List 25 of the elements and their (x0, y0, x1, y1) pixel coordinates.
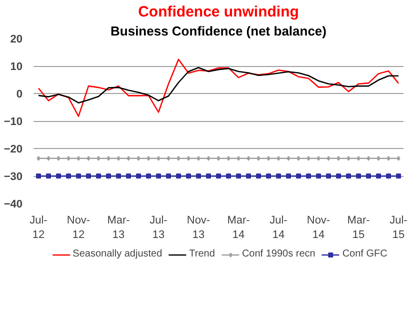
x-tick-label: Jul-15 (390, 214, 408, 241)
chart-subtitle: Business Confidence (net balance) (110, 24, 327, 38)
x-tick-label: Mar-13 (107, 214, 130, 241)
y-tick-label: −10 (4, 116, 23, 128)
line-series (38, 67, 400, 104)
legend-label: Seasonally adjusted (72, 248, 162, 260)
x-tick-label: Jul-14 (270, 214, 288, 241)
x-tick-label: Jul-13 (150, 214, 168, 241)
y-tick-label: −30 (4, 171, 23, 183)
chart-title: Confidence unwinding (138, 4, 299, 20)
y-tick-label: 20 (10, 34, 23, 46)
y-tick-label: −20 (4, 144, 23, 156)
x-tick-label: Jul-12 (30, 214, 48, 241)
x-tick-label: Mar-15 (347, 214, 370, 241)
legend-label: Trend (189, 248, 215, 260)
y-tick-label: 10 (10, 61, 23, 73)
y-tick-label: 0 (16, 88, 23, 100)
x-tick-label: Nov-13 (186, 214, 210, 241)
legend-label: Conf 1990s recn (242, 248, 316, 260)
x-tick-label: Nov-12 (66, 214, 90, 241)
x-tick-label: Mar-14 (227, 214, 250, 241)
line-series (38, 58, 400, 117)
x-tick-label: Nov-14 (306, 214, 330, 241)
y-tick-label: −40 (4, 198, 23, 210)
legend-label: Conf GFC (342, 248, 388, 260)
